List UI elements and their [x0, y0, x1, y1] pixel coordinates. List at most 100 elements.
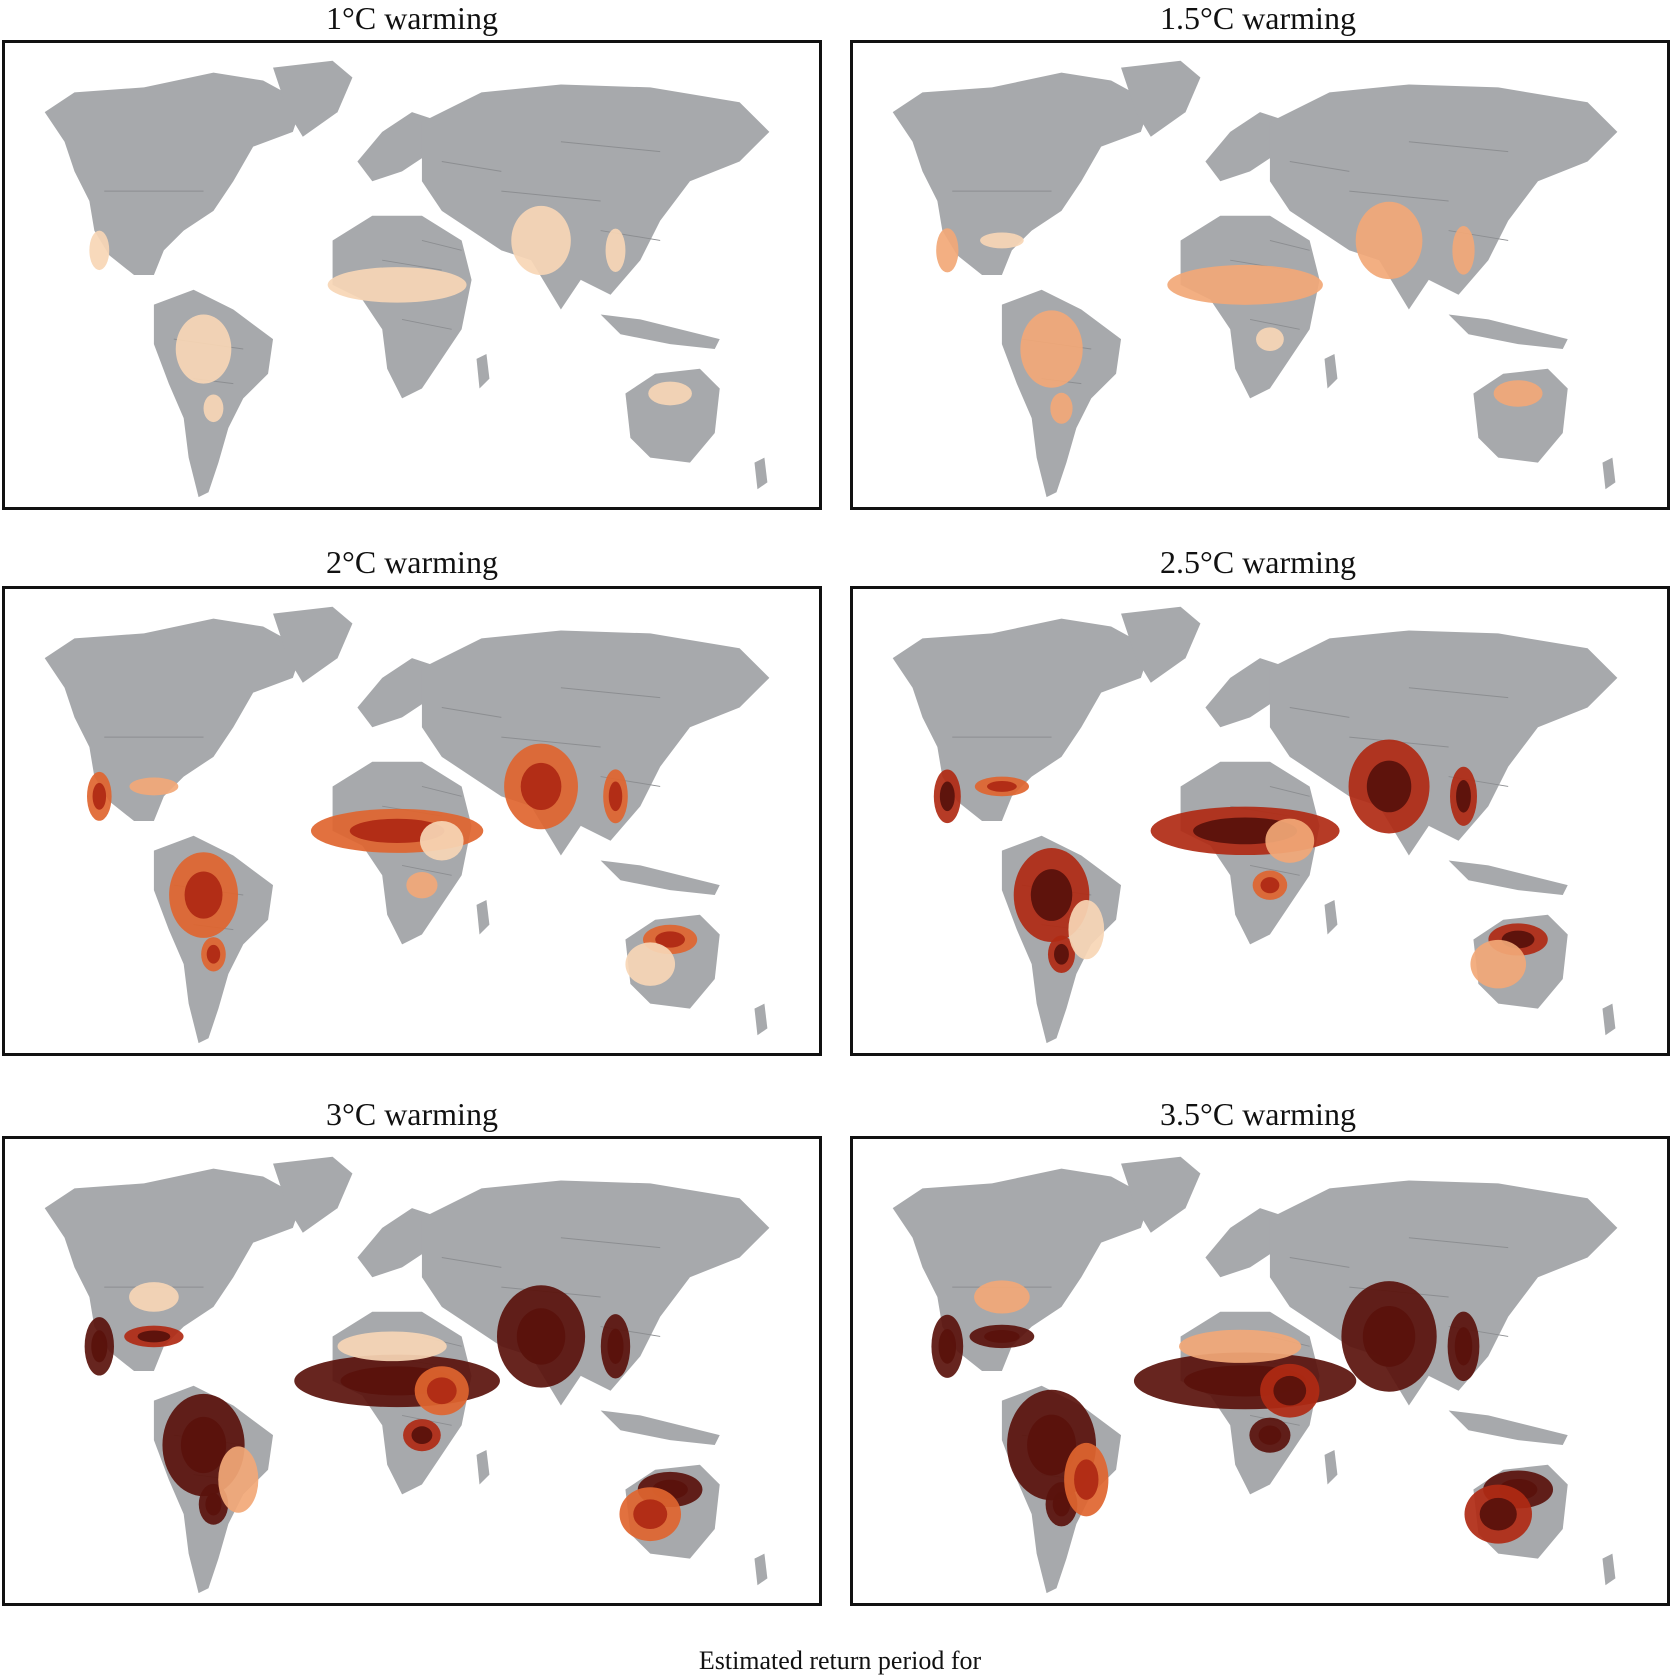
asia [1269, 1180, 1618, 1406]
greenland [273, 1156, 353, 1233]
country-border [1249, 318, 1300, 330]
heat-region [1452, 226, 1475, 275]
europe [357, 112, 442, 182]
greenland [1121, 1156, 1201, 1233]
indonesia [600, 1410, 720, 1446]
country-border [382, 259, 442, 271]
north-america [892, 72, 1151, 275]
heat-region [936, 228, 959, 273]
heat-region [1167, 264, 1323, 305]
country-border [560, 1237, 661, 1249]
heat-region [218, 1446, 259, 1513]
heat-core [1362, 1306, 1416, 1367]
heat-region [648, 381, 692, 406]
heat-region [129, 777, 179, 796]
heat-core [1273, 1375, 1307, 1406]
heat-region [1020, 310, 1083, 388]
greenland [273, 60, 353, 137]
heat-region [974, 1280, 1030, 1314]
heat-region [1355, 201, 1423, 280]
heat-core [1258, 1425, 1282, 1445]
country-border [1289, 706, 1350, 718]
heat-core [633, 1499, 668, 1529]
heat-core [206, 944, 221, 964]
country-border [421, 785, 462, 797]
map-panel-5 [2, 1136, 822, 1606]
new-zealand [1602, 1553, 1616, 1586]
colorbar-caption: Estimated return period for [698, 1646, 982, 1675]
indonesia [1448, 1410, 1568, 1446]
country-border [1408, 1237, 1509, 1249]
heat-core [92, 782, 107, 810]
heat-core [987, 781, 1017, 792]
country-border [1349, 190, 1449, 202]
map-panel-6 [850, 1136, 1670, 1606]
asia [421, 84, 770, 310]
heat-region [406, 871, 438, 899]
north-america [44, 72, 303, 275]
heat-region [511, 205, 571, 275]
heat-core [520, 762, 562, 811]
heat-core [205, 1493, 222, 1516]
heat-core [608, 781, 623, 812]
madagascar [1324, 353, 1338, 389]
new-zealand [754, 1003, 768, 1036]
africa [332, 215, 472, 399]
heat-core [91, 1330, 108, 1363]
heat-core [1366, 760, 1412, 813]
heat-region [129, 1282, 179, 1312]
heat-core [426, 1377, 457, 1405]
asia [1269, 84, 1618, 310]
heat-region [419, 821, 464, 861]
map-panel-3 [2, 586, 822, 1056]
heat-region [1068, 899, 1105, 960]
heat-core [1454, 1327, 1473, 1366]
panel-title-3: 2°C warming [326, 544, 498, 580]
heat-region [625, 942, 676, 986]
heat-region [1178, 1329, 1302, 1363]
heat-region [1050, 392, 1073, 424]
heat-region [1256, 327, 1284, 352]
europe [357, 1208, 442, 1278]
madagascar [1324, 1449, 1338, 1485]
panel-title-1: 1°C warming [326, 0, 498, 36]
asia [421, 1180, 770, 1406]
panel-title-5: 3°C warming [326, 1096, 498, 1132]
madagascar [476, 353, 490, 389]
country-border [421, 239, 462, 251]
heat-core [1479, 1497, 1517, 1531]
country-border [441, 706, 502, 718]
asia [421, 630, 770, 856]
heat-region [980, 232, 1024, 249]
north-america [892, 618, 1151, 821]
country-border [501, 736, 601, 748]
indonesia [1448, 860, 1568, 896]
panel-title-6: 3.5°C warming [1160, 1096, 1356, 1132]
country-border [1408, 141, 1509, 153]
indonesia [600, 314, 720, 350]
world-map-3 [5, 589, 819, 1053]
country-border [560, 687, 661, 699]
greenland [1121, 606, 1201, 683]
panel-title-2: 1.5°C warming [1160, 0, 1356, 36]
new-zealand [1602, 457, 1616, 490]
country-border [1249, 864, 1300, 876]
north-america [892, 1168, 1151, 1371]
heat-core [1260, 877, 1280, 894]
heat-region [1265, 818, 1315, 863]
new-zealand [754, 457, 768, 490]
heat-core [184, 871, 223, 919]
heat-region [1470, 939, 1527, 989]
new-zealand [754, 1553, 768, 1586]
europe [1205, 658, 1290, 728]
heat-region [327, 267, 467, 303]
north-america [44, 1168, 303, 1371]
country-border [560, 141, 661, 153]
new-zealand [1602, 1003, 1616, 1036]
country-border [1289, 1256, 1350, 1268]
country-border [401, 318, 452, 330]
country-border [441, 160, 502, 172]
heat-region [175, 314, 232, 384]
country-border [1269, 239, 1310, 251]
heat-core [655, 931, 685, 948]
